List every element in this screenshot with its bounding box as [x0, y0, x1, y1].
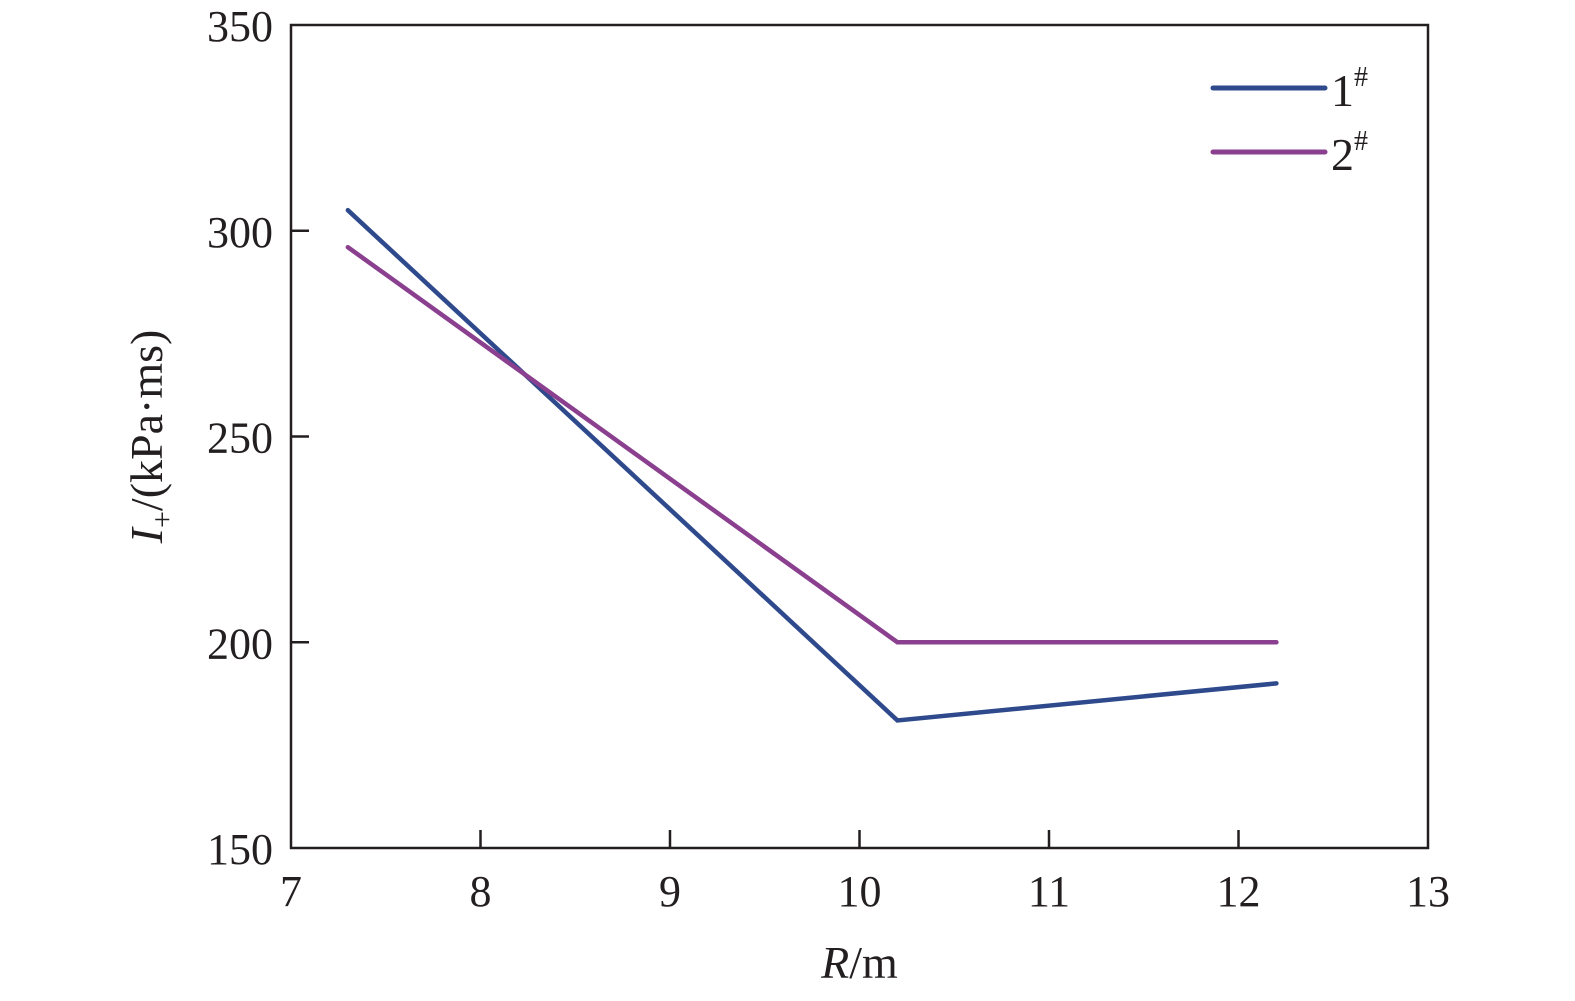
y-tick-label: 300	[207, 208, 273, 257]
series-line-2	[345, 244, 1279, 645]
x-tick-label: 11	[1028, 867, 1070, 916]
x-tick-label: 13	[1406, 867, 1450, 916]
y-axis-label: I+/(kPa·ms)	[121, 330, 179, 545]
x-axis-label: R/m	[820, 937, 898, 988]
y-tick-label: 150	[207, 825, 273, 874]
x-tick-label: 7	[280, 867, 302, 916]
y-tick-label: 200	[207, 619, 273, 668]
ticks: 7 8 9 10 11 12 13 150 200 250 300 350	[207, 2, 1450, 916]
x-tick-label: 8	[470, 867, 492, 916]
x-tick-label: 10	[838, 867, 882, 916]
x-tick-label: 12	[1217, 867, 1261, 916]
plot-frame	[289, 23, 1430, 850]
x-tick-label: 9	[659, 867, 681, 916]
y-tick-label: 350	[207, 2, 273, 51]
legend-label-2: 2#	[1331, 126, 1368, 180]
series-group	[345, 207, 1279, 723]
y-tick-label: 250	[207, 414, 273, 463]
legend-label-1: 1#	[1331, 62, 1368, 116]
legend: 1#2#	[1210, 62, 1368, 180]
